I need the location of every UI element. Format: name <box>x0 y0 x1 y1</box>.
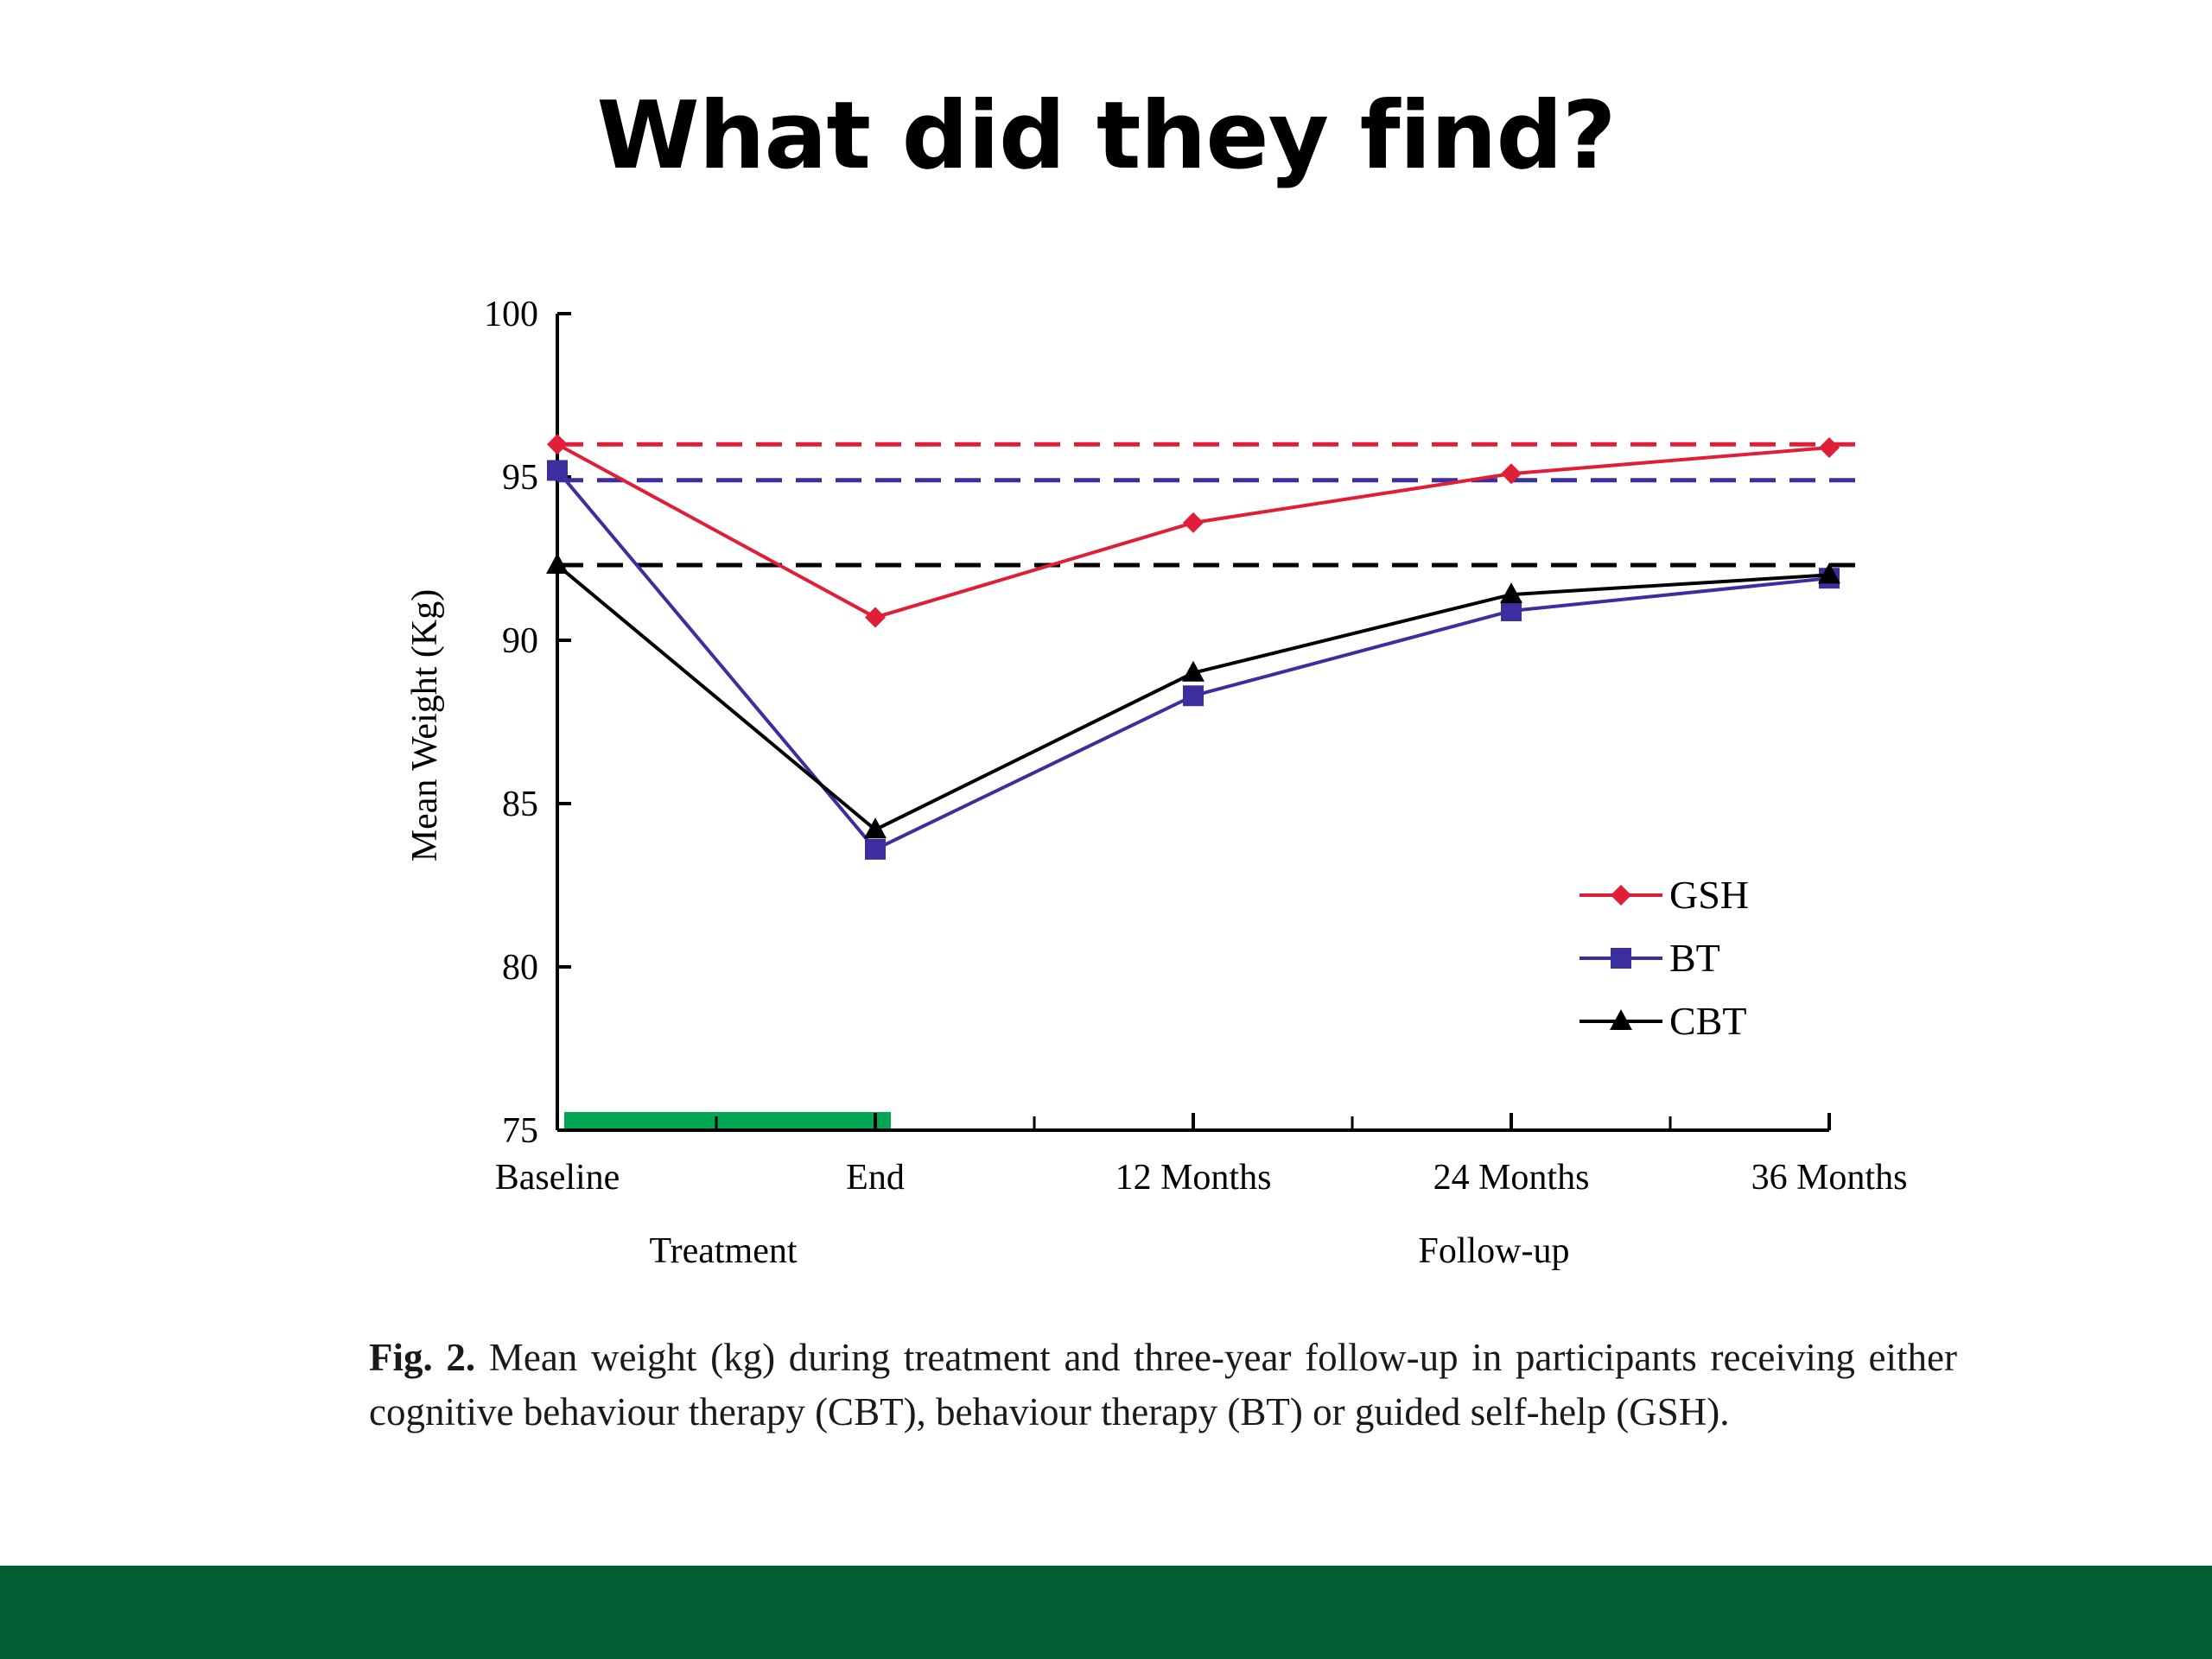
treatment-period-bar <box>564 1112 891 1128</box>
data-point-cbt <box>546 553 569 575</box>
y-tick-label: 75 <box>502 1111 538 1151</box>
slide-title: What did they find? <box>596 82 1617 190</box>
legend-label-cbt: CBT <box>1669 999 1746 1043</box>
data-point-gsh <box>1501 463 1522 485</box>
legend-label-bt: BT <box>1669 936 1720 980</box>
data-point-gsh <box>1819 436 1840 458</box>
data-point-cbt <box>1500 582 1522 604</box>
data-point-bt <box>1183 685 1204 707</box>
legend-marker-cbt <box>1610 1009 1632 1030</box>
x-tick-label: 24 Months <box>1433 1158 1590 1198</box>
y-tick-label: 90 <box>502 621 538 661</box>
y-tick-label: 80 <box>502 948 538 988</box>
data-point-bt <box>865 838 886 860</box>
data-point-bt <box>547 460 568 481</box>
data-point-cbt <box>1182 660 1205 682</box>
caption-label: Fig. 2. <box>369 1336 476 1379</box>
x-tick-label: End <box>846 1158 905 1198</box>
data-point-bt <box>1501 600 1522 621</box>
legend-marker-bt <box>1611 948 1631 969</box>
data-point-gsh <box>1183 512 1204 533</box>
x-group-label: Treatment <box>649 1231 797 1271</box>
legend-label-gsh: GSH <box>1669 873 1749 917</box>
data-point-gsh <box>547 434 568 455</box>
legend-marker-gsh <box>1611 885 1631 906</box>
y-axis-title: Mean Weight (Kg) <box>405 589 445 861</box>
data-point-gsh <box>865 607 886 628</box>
y-tick-label: 85 <box>502 785 538 824</box>
y-tick-label: 100 <box>484 295 538 334</box>
x-tick-label: 36 Months <box>1751 1158 1908 1198</box>
y-tick-label: 95 <box>502 458 538 498</box>
x-tick-label: 12 Months <box>1116 1158 1272 1198</box>
footer-band <box>0 1566 2212 1659</box>
caption-text: Mean weight (kg) during treatment and th… <box>369 1336 1957 1433</box>
data-point-cbt <box>864 817 887 839</box>
x-tick-label: Baseline <box>495 1158 620 1198</box>
data-point-cbt <box>1818 563 1840 584</box>
figure-caption: Fig. 2. Mean weight (kg) during treatmen… <box>369 1331 1957 1440</box>
x-group-label: Follow-up <box>1418 1231 1569 1271</box>
